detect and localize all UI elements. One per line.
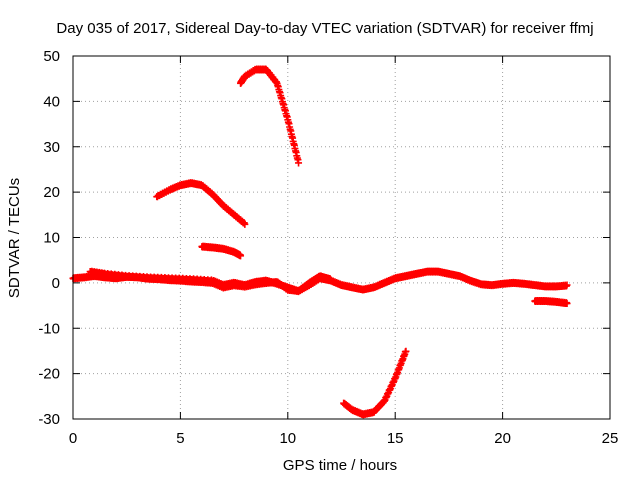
y-tick-label: -10 (38, 320, 60, 337)
data-point (563, 281, 571, 289)
series-arc-small (198, 242, 245, 260)
y-tick-label: 10 (43, 230, 60, 247)
y-tick-label: -30 (38, 411, 60, 428)
data-point (295, 159, 303, 167)
x-tick-label: 25 (602, 430, 619, 447)
series-arc-late (531, 296, 571, 308)
series-arc-lower (340, 347, 410, 419)
x-tick-label: 5 (176, 430, 184, 447)
x-tick-label: 20 (494, 430, 511, 447)
y-tick-label: -20 (38, 366, 60, 383)
y-tick-label: 50 (43, 48, 60, 65)
marks (69, 65, 571, 419)
y-tick-label: 30 (43, 139, 60, 156)
x-tick-label: 0 (69, 430, 77, 447)
x-tick-label: 15 (387, 430, 404, 447)
data-point (237, 252, 245, 260)
series-arc-upper (237, 65, 303, 167)
data-point (241, 220, 249, 228)
chart-title: Day 035 of 2017, Sidereal Day-to-day VTE… (56, 20, 593, 37)
y-tick-label: 0 (52, 275, 60, 292)
y-axis-label: SDTVAR / TECUs (6, 178, 23, 298)
series-arc-mid (153, 179, 249, 228)
data-point (327, 276, 335, 284)
series-baseline-b (86, 267, 335, 296)
data-point (402, 347, 410, 355)
y-tick-label: 20 (43, 184, 60, 201)
ticks: 0 5 10 15 20 25 -30 -20 -10 0 10 20 30 40 50 (38, 48, 618, 447)
x-axis-label: GPS time / hours (283, 457, 397, 474)
y-tick-label: 40 (43, 93, 60, 110)
data-point (563, 299, 571, 307)
x-tick-label: 10 (279, 430, 296, 447)
